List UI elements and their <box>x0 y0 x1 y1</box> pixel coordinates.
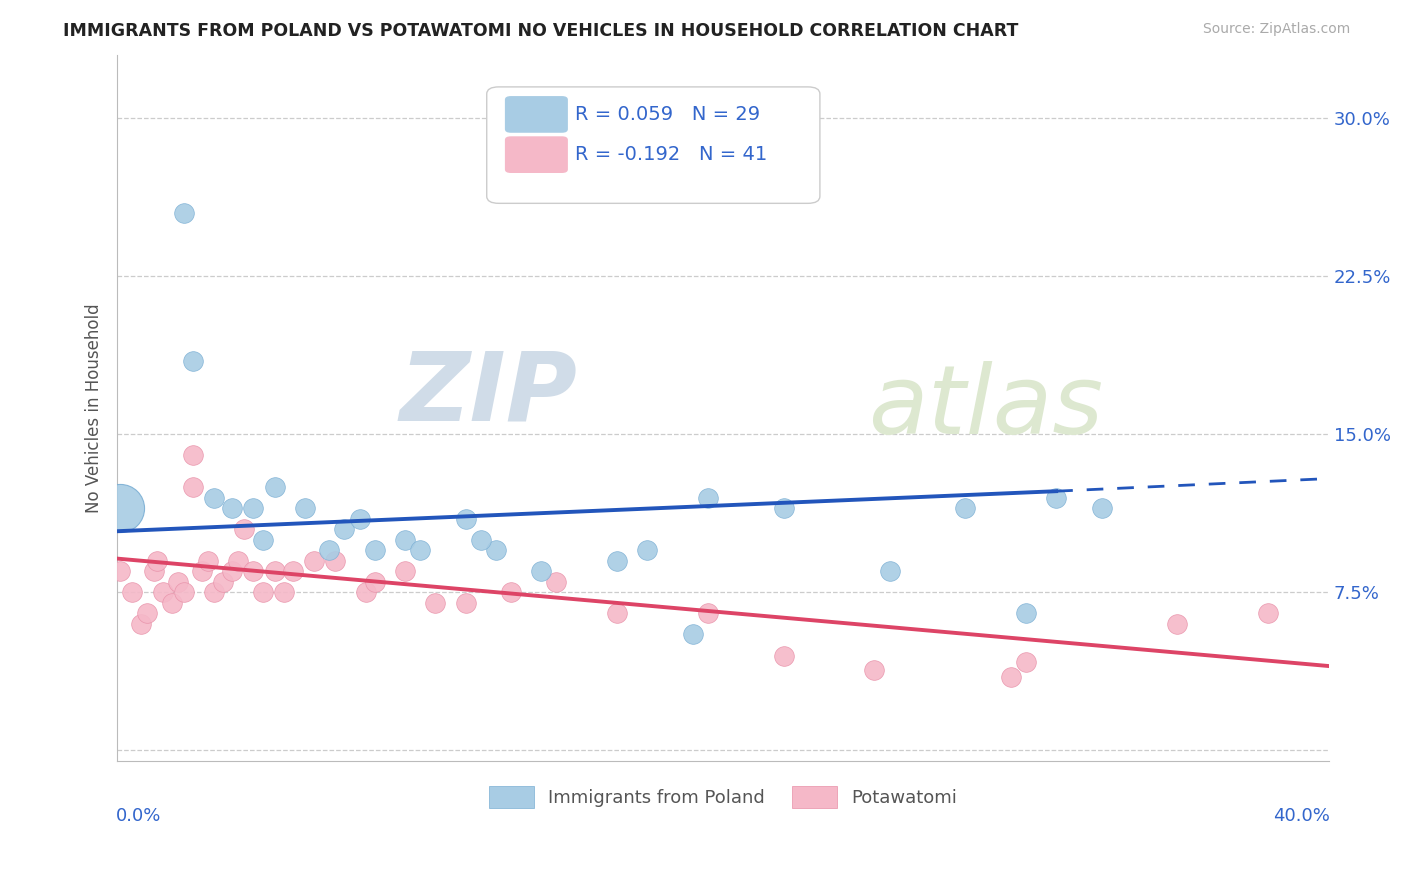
Point <box>323 554 346 568</box>
Point <box>121 585 143 599</box>
Point <box>606 607 628 621</box>
Point <box>425 596 447 610</box>
Point <box>1257 607 1279 621</box>
Point <box>173 585 195 599</box>
Point <box>485 543 508 558</box>
Point <box>197 554 219 568</box>
Y-axis label: No Vehicles in Household: No Vehicles in Household <box>86 303 103 513</box>
Point <box>110 501 132 516</box>
Point <box>955 501 977 516</box>
Point <box>772 501 794 516</box>
Text: R = -0.192   N = 41: R = -0.192 N = 41 <box>575 145 768 164</box>
Point <box>879 564 901 578</box>
Text: ZIP: ZIP <box>399 347 578 441</box>
Point <box>160 596 183 610</box>
Point <box>354 585 377 599</box>
Point <box>131 616 153 631</box>
Point <box>409 543 432 558</box>
Point <box>181 480 204 494</box>
Point <box>252 533 274 547</box>
Point <box>173 206 195 220</box>
Point <box>181 449 204 463</box>
Point <box>202 491 225 505</box>
Point <box>136 607 159 621</box>
Point <box>202 585 225 599</box>
FancyBboxPatch shape <box>505 96 568 133</box>
Point <box>191 564 214 578</box>
Point <box>145 554 167 568</box>
Point <box>394 533 416 547</box>
Text: R = 0.059   N = 29: R = 0.059 N = 29 <box>575 105 761 124</box>
Point <box>349 511 371 525</box>
Point <box>636 543 658 558</box>
Point <box>1090 501 1112 516</box>
Point <box>606 554 628 568</box>
Point <box>696 491 718 505</box>
Point <box>1166 616 1188 631</box>
Point <box>863 663 886 677</box>
Point <box>499 585 522 599</box>
Point <box>454 511 477 525</box>
Point <box>1015 607 1038 621</box>
Point <box>546 574 568 589</box>
Point <box>166 574 188 589</box>
Point <box>772 648 794 663</box>
Point <box>181 353 204 368</box>
Point <box>221 501 243 516</box>
Point <box>1015 655 1038 669</box>
Point <box>394 564 416 578</box>
Text: 0.0%: 0.0% <box>115 806 162 825</box>
Point <box>1000 669 1022 683</box>
Text: Source: ZipAtlas.com: Source: ZipAtlas.com <box>1202 22 1350 37</box>
Point <box>228 554 250 568</box>
Point <box>263 564 285 578</box>
Point <box>273 585 295 599</box>
Point <box>302 554 325 568</box>
Point <box>233 522 256 536</box>
Point <box>454 596 477 610</box>
Text: IMMIGRANTS FROM POLAND VS POTAWATOMI NO VEHICLES IN HOUSEHOLD CORRELATION CHART: IMMIGRANTS FROM POLAND VS POTAWATOMI NO … <box>63 22 1018 40</box>
FancyBboxPatch shape <box>505 136 568 173</box>
FancyBboxPatch shape <box>486 87 820 203</box>
Legend: Immigrants from Poland, Potawatomi: Immigrants from Poland, Potawatomi <box>481 779 965 815</box>
Point <box>318 543 340 558</box>
Point <box>242 501 264 516</box>
Point <box>363 574 385 589</box>
Point <box>696 607 718 621</box>
Point <box>152 585 174 599</box>
Point <box>110 564 132 578</box>
Point <box>363 543 385 558</box>
Text: 40.0%: 40.0% <box>1272 806 1330 825</box>
Point <box>470 533 492 547</box>
Point <box>682 627 704 641</box>
Point <box>242 564 264 578</box>
Point <box>333 522 356 536</box>
Point <box>281 564 304 578</box>
Point <box>142 564 165 578</box>
Point <box>294 501 316 516</box>
Point <box>221 564 243 578</box>
Point <box>263 480 285 494</box>
Point <box>1045 491 1067 505</box>
Point <box>530 564 553 578</box>
Point <box>212 574 235 589</box>
Text: atlas: atlas <box>869 361 1104 455</box>
Point <box>252 585 274 599</box>
